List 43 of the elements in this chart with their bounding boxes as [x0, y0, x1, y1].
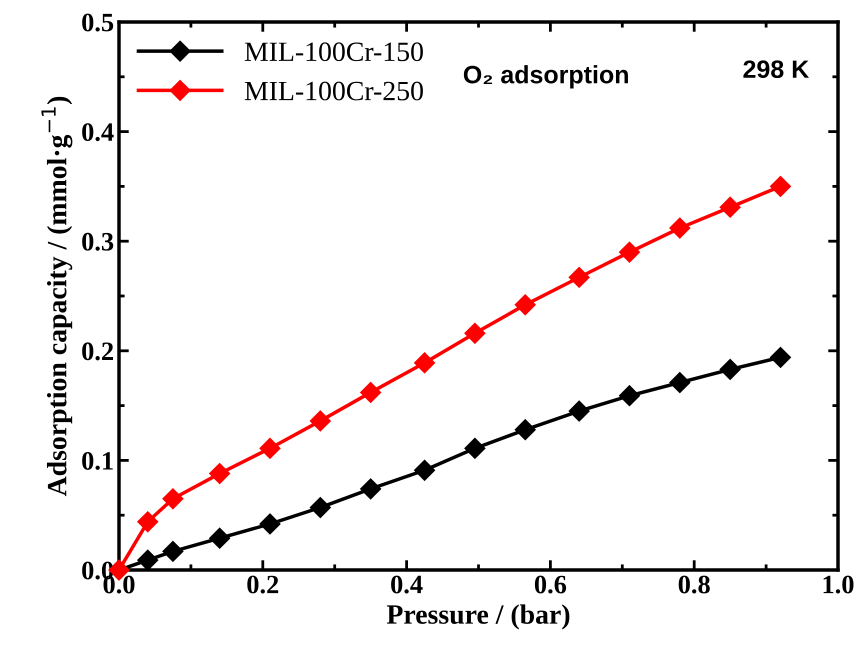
- point: [310, 497, 331, 518]
- annotation: O₂ adsorption: [464, 65, 628, 88]
- point: [568, 400, 590, 422]
- point: [568, 266, 590, 288]
- point: [514, 294, 536, 316]
- point: [770, 176, 791, 197]
- y-tick-label: 0.5: [82, 14, 114, 32]
- x-tick-label: 0.2: [247, 576, 278, 594]
- y-tick-label: 0.3: [82, 232, 114, 251]
- point: [259, 513, 281, 534]
- point: [514, 419, 536, 440]
- x-tick-label: 0.6: [534, 576, 566, 594]
- point: [360, 478, 382, 500]
- x-tick-label: 0.4: [391, 576, 423, 594]
- point: [720, 196, 741, 218]
- point: [137, 511, 158, 532]
- point: [618, 385, 640, 406]
- point: [464, 438, 486, 459]
- point: [770, 346, 791, 368]
- y-tick-label: 0.1: [82, 452, 113, 470]
- legend-label: MIL-100Cr-250: [244, 82, 423, 100]
- point: [360, 382, 382, 403]
- point: [162, 540, 184, 562]
- x-tick-label: 0.8: [678, 576, 710, 594]
- annotation: 298 K: [743, 60, 810, 78]
- y-tick-label: 0.2: [82, 342, 114, 360]
- point: [414, 460, 436, 481]
- point: [464, 322, 486, 344]
- point: [209, 528, 230, 549]
- y-tick-label: 0.4: [82, 123, 114, 142]
- x-axis-title: Pressure / (bar): [386, 604, 570, 630]
- point: [720, 358, 741, 380]
- point: [162, 488, 184, 510]
- point: [669, 372, 690, 394]
- x-tick-label: 1.0: [824, 576, 854, 594]
- legend-label: MIL-100Cr-150: [244, 42, 423, 62]
- point: [310, 410, 331, 432]
- point: [414, 352, 436, 374]
- y-axis-title: Adsorption capacity / (mmol·g$^{−1}$): [41, 96, 72, 496]
- point: [209, 463, 230, 484]
- point: [618, 242, 640, 263]
- point: [259, 438, 281, 459]
- point: [669, 218, 690, 239]
